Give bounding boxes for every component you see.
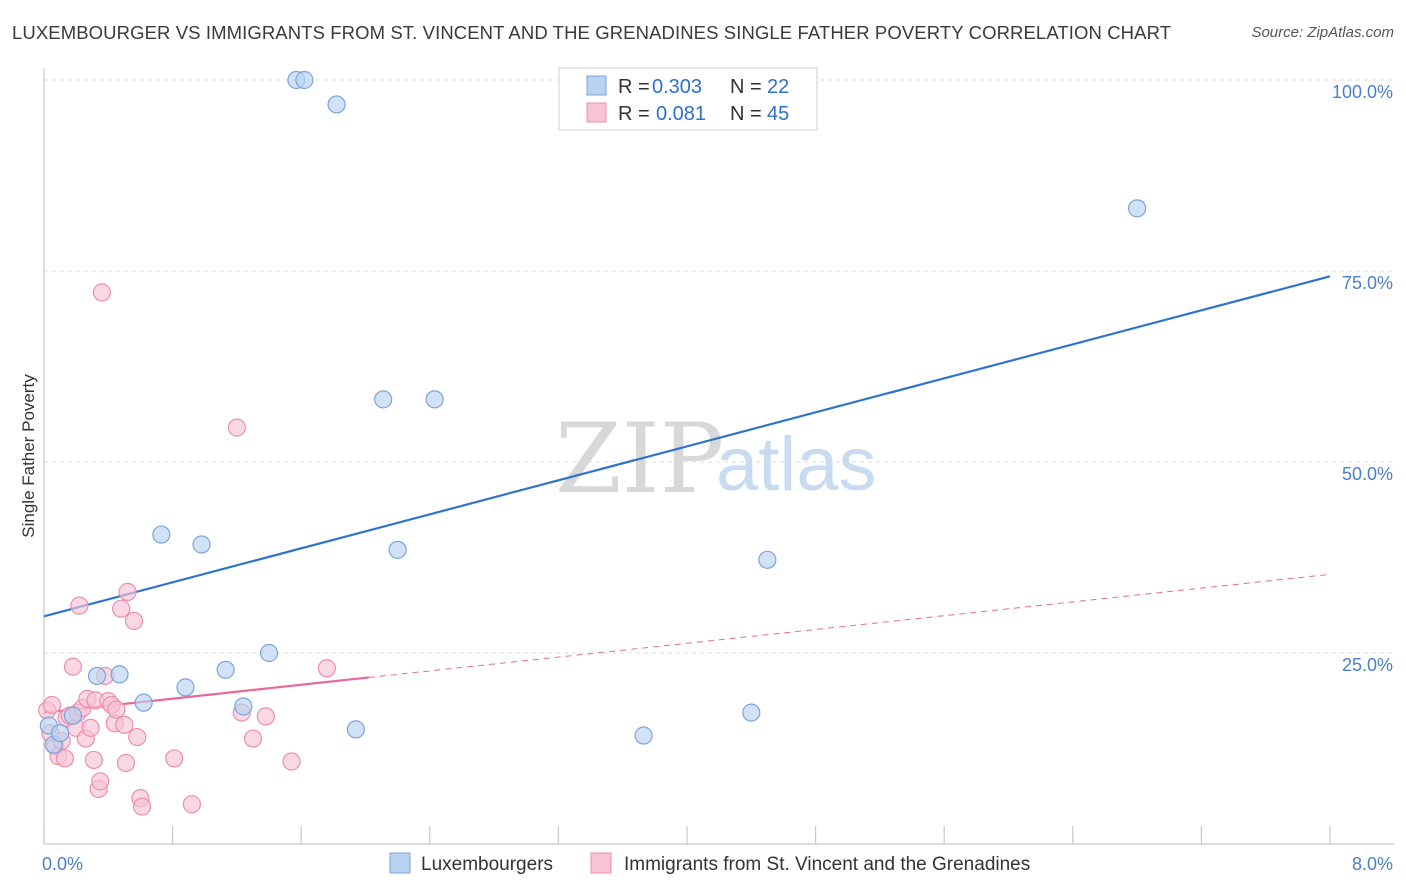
immigrants-point-41: [282, 752, 301, 771]
luxembourgers-point-19: [425, 390, 444, 409]
luxembourgers-point-6: [134, 693, 153, 712]
immigrants-point-27: [112, 599, 131, 618]
immigrants-point-40: [256, 707, 275, 726]
luxembourgers-point-8: [176, 678, 195, 697]
series-luxembourgers-points: [39, 70, 1147, 754]
stats-swatch-blue: [586, 75, 607, 96]
luxembourgers-point-7: [152, 525, 171, 544]
legend-label-immigrants: Immigrants from St. Vincent and the Gren…: [624, 854, 1030, 875]
stats-n-value-0: 22: [767, 76, 789, 98]
luxembourgers-point-11: [234, 697, 253, 716]
luxembourgers-point-17: [374, 390, 393, 409]
luxembourgers-point-23: [1127, 199, 1147, 218]
immigrants-point-2: [42, 695, 62, 715]
y-tick-label-2: 75.0%: [1342, 273, 1393, 293]
x-tick-label-0: 0.0%: [42, 854, 83, 874]
immigrants-point-34: [132, 797, 152, 816]
luxembourgers-point-21: [742, 703, 761, 722]
immigrants-point-39: [243, 729, 263, 748]
luxembourgers-point-12: [259, 643, 279, 663]
luxembourgers-point-15: [327, 95, 346, 114]
watermark-atlas: atlas: [716, 422, 877, 507]
stats-r-label-0: R =: [618, 76, 650, 98]
luxembourgers-point-4: [87, 666, 107, 686]
immigrants-point-12: [70, 596, 89, 615]
immigrants-point-21: [92, 283, 111, 302]
watermark: ZIP atlas: [555, 403, 877, 515]
stats-swatch-pink: [586, 102, 607, 123]
luxembourgers-point-9: [192, 535, 211, 554]
immigrants-point-26: [107, 700, 126, 719]
immigrants-point-35: [165, 749, 184, 768]
legend-label-luxembourgers: Luxembourgers: [421, 854, 553, 875]
stats-r-value-0: 0.303: [652, 76, 702, 98]
immigrants-point-32: [128, 727, 147, 747]
trend-line-luxembourgers: [43, 275, 1331, 618]
stats-legend-box: R = 0.303 N = 22 R = 0.081 N = 45: [558, 67, 818, 131]
luxembourgers-point-22: [758, 550, 777, 569]
stats-n-value-1: 45: [767, 103, 789, 125]
immigrants-point-31: [124, 611, 144, 631]
x-tick-labels: 0.0% 8.0%: [42, 854, 1393, 874]
immigrants-point-28: [115, 715, 134, 734]
stats-r-value-1: 0.081: [656, 103, 706, 125]
source-label: Source: ZipAtlas.com: [1251, 24, 1394, 41]
immigrants-point-16: [81, 718, 100, 737]
immigrants-point-6: [55, 749, 74, 768]
luxembourgers-point-10: [216, 660, 235, 679]
luxembourgers-point-3: [63, 706, 83, 725]
series-immigrants-points: [38, 283, 337, 816]
y-tick-label-3: 100.0%: [1332, 82, 1393, 102]
legend-swatch-luxembourgers: [389, 852, 411, 874]
luxembourgers-point-18: [388, 540, 407, 559]
immigrants-point-36: [182, 795, 201, 814]
y-tick-labels: 25.0% 50.0% 75.0% 100.0%: [1332, 82, 1393, 675]
trend-line-immigrants-projection: [368, 573, 1331, 678]
legend-swatch-immigrants: [590, 852, 612, 874]
luxembourgers-point-14: [295, 70, 314, 90]
luxembourgers-point-20: [634, 726, 653, 745]
chart-title: LUXEMBOURGER VS IMMIGRANTS FROM ST. VINC…: [12, 22, 1172, 43]
luxembourgers-point-2: [50, 724, 70, 743]
stats-r-label-1: R =: [618, 103, 650, 125]
immigrants-point-17: [84, 750, 103, 770]
x-axis-ticks: [43, 826, 1331, 844]
series-legend: Luxembourgers Immigrants from St. Vincen…: [389, 852, 1030, 875]
y-tick-label-1: 50.0%: [1342, 464, 1393, 484]
stats-n-label-0: N =: [730, 76, 762, 98]
immigrants-point-20: [91, 772, 110, 791]
immigrants-point-30: [118, 582, 137, 601]
immigrants-point-29: [116, 753, 136, 773]
immigrants-point-9: [63, 657, 83, 676]
x-tick-label-1: 8.0%: [1352, 854, 1393, 874]
y-tick-label-0: 25.0%: [1342, 655, 1393, 675]
stats-n-label-1: N =: [730, 103, 762, 125]
immigrants-point-37: [227, 418, 246, 437]
immigrants-point-42: [317, 659, 337, 678]
luxembourgers-point-16: [346, 720, 365, 739]
y-axis-title: Single Father Poverty: [19, 374, 38, 538]
gridlines: [44, 79, 1394, 654]
luxembourgers-point-5: [110, 665, 129, 684]
